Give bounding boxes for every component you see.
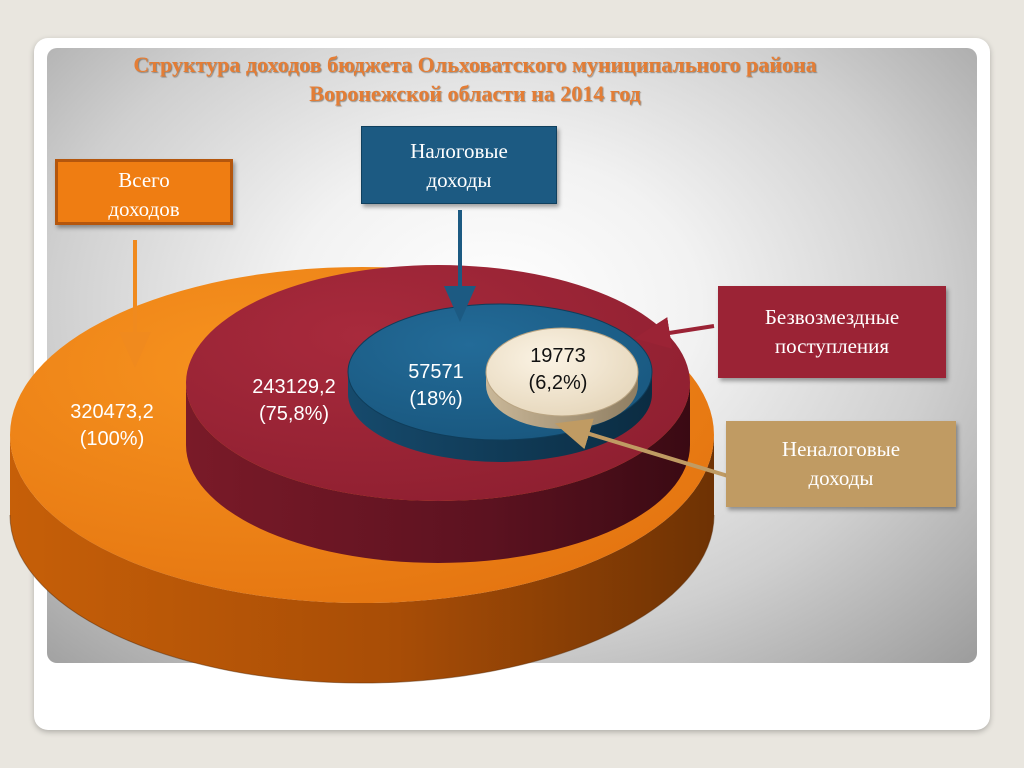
value-nontax: 19773 (6,2%) <box>508 343 608 397</box>
value-tax-amount: 57571 <box>408 361 464 383</box>
label-tax-line-2: доходы <box>426 168 492 192</box>
disc-nontax <box>485 327 639 429</box>
label-free-line-2: поступления <box>774 334 890 358</box>
label-total-line-2: доходов <box>108 197 180 221</box>
value-tax: 57571 (18%) <box>392 359 480 413</box>
value-tax-share: (18%) <box>409 388 463 410</box>
slide-title: Структура доходов бюджета Ольховатского … <box>60 50 890 108</box>
label-nontax-line-1: Неналоговые <box>781 437 901 461</box>
title-line-2: Воронежской области на 2014 год <box>309 81 641 106</box>
value-total-amount: 320473,2 <box>70 401 154 423</box>
label-free-receipts: Безвозмездные поступления <box>718 286 946 378</box>
arrow-free <box>634 317 715 349</box>
value-free-receipts: 243129,2 (75,8%) <box>220 374 368 428</box>
value-nontax-amount: 19773 <box>530 345 586 367</box>
label-tax-line-1: Налоговые <box>410 139 508 163</box>
label-total-line-1: Всего <box>118 168 170 192</box>
value-free-amount: 243129,2 <box>252 376 336 398</box>
label-tax-income: Налоговые доходы <box>361 126 557 204</box>
label-nontax-income: Неналоговые доходы <box>726 421 956 507</box>
value-nontax-share: (6,2%) <box>528 372 588 394</box>
value-total: 320473,2 (100%) <box>42 399 182 453</box>
label-total-income: Всего доходов <box>55 159 233 225</box>
value-total-share: (100%) <box>79 428 145 450</box>
label-nontax-line-2: доходы <box>808 466 874 490</box>
value-free-share: (75,8%) <box>258 403 330 425</box>
title-line-1: Структура доходов бюджета Ольховатского … <box>133 52 817 77</box>
label-free-line-1: Безвозмездные <box>764 305 900 329</box>
arrow-nontax <box>554 418 729 478</box>
